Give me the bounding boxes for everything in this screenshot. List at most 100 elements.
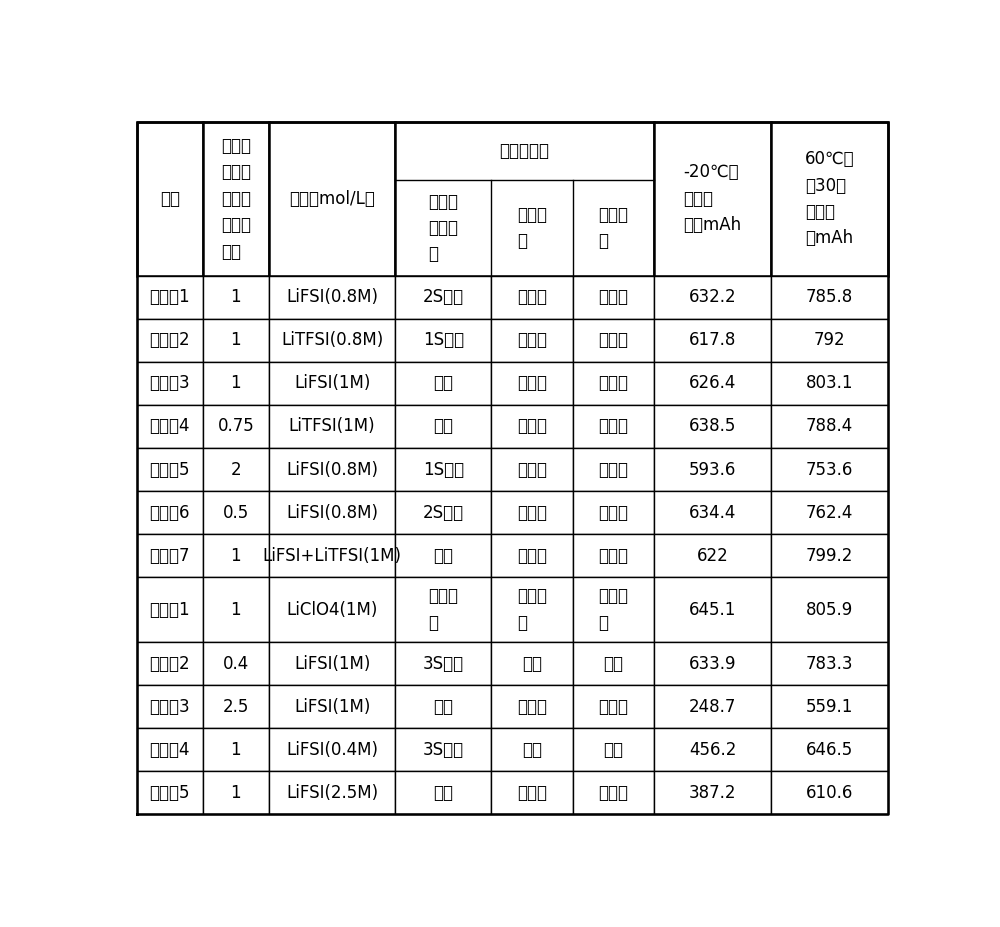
Bar bbox=[203, 491, 269, 534]
Bar bbox=[269, 448, 395, 491]
Text: 2S自熄: 2S自熄 bbox=[423, 288, 464, 306]
Bar bbox=[491, 685, 573, 729]
Text: 785.8: 785.8 bbox=[806, 288, 853, 306]
Text: 不爆炸: 不爆炸 bbox=[517, 784, 547, 802]
Text: 不爆炸: 不爆炸 bbox=[517, 375, 547, 392]
Bar bbox=[573, 275, 654, 319]
Bar bbox=[573, 362, 654, 405]
Text: 实施例6: 实施例6 bbox=[149, 503, 190, 522]
Bar bbox=[137, 275, 203, 319]
Bar bbox=[573, 685, 654, 729]
Text: 753.6: 753.6 bbox=[806, 461, 853, 478]
Text: 632.2: 632.2 bbox=[689, 288, 736, 306]
Bar bbox=[395, 362, 491, 405]
Text: 爆炸: 爆炸 bbox=[603, 741, 623, 758]
Bar bbox=[771, 319, 888, 362]
Text: 1: 1 bbox=[231, 547, 241, 565]
Bar bbox=[491, 534, 573, 578]
Text: 248.7: 248.7 bbox=[689, 698, 736, 716]
Bar bbox=[137, 448, 203, 491]
Text: -20℃低
温放电
容量mAh: -20℃低 温放电 容量mAh bbox=[683, 163, 742, 235]
Text: 1: 1 bbox=[231, 331, 241, 349]
Bar bbox=[203, 534, 269, 578]
Text: 实施例1: 实施例1 bbox=[149, 288, 190, 306]
Text: 不燃: 不燃 bbox=[433, 547, 453, 565]
Text: 对比例1: 对比例1 bbox=[149, 601, 190, 618]
Bar bbox=[573, 491, 654, 534]
Text: 645.1: 645.1 bbox=[689, 601, 736, 618]
Text: 0.75: 0.75 bbox=[217, 417, 254, 436]
Bar bbox=[771, 491, 888, 534]
Text: LiFSI(0.4M): LiFSI(0.4M) bbox=[286, 741, 378, 758]
Bar bbox=[771, 448, 888, 491]
Text: 617.8: 617.8 bbox=[689, 331, 736, 349]
Text: 实施例3: 实施例3 bbox=[149, 375, 190, 392]
Text: 实施例4: 实施例4 bbox=[149, 417, 190, 436]
Text: 0.5: 0.5 bbox=[223, 503, 249, 522]
Bar bbox=[573, 771, 654, 814]
Bar bbox=[771, 685, 888, 729]
Bar bbox=[269, 319, 395, 362]
Bar bbox=[269, 122, 395, 275]
Bar bbox=[491, 275, 573, 319]
Bar bbox=[203, 122, 269, 275]
Text: 不爆炸: 不爆炸 bbox=[598, 375, 628, 392]
Bar bbox=[137, 578, 203, 642]
Bar bbox=[137, 319, 203, 362]
Text: LiFSI+LiTFSI(1M): LiFSI+LiTFSI(1M) bbox=[263, 547, 402, 565]
Text: 633.9: 633.9 bbox=[689, 654, 736, 673]
Bar bbox=[654, 405, 771, 448]
Text: 1: 1 bbox=[231, 288, 241, 306]
Text: LiClO4(1M): LiClO4(1M) bbox=[286, 601, 378, 618]
Bar bbox=[573, 578, 654, 642]
Text: 爆炸: 爆炸 bbox=[522, 654, 542, 673]
Text: 爆炸着
火: 爆炸着 火 bbox=[517, 588, 547, 632]
Bar bbox=[137, 534, 203, 578]
Text: 对比例3: 对比例3 bbox=[149, 698, 190, 716]
Bar bbox=[137, 491, 203, 534]
Bar bbox=[771, 642, 888, 685]
Text: 不爆炸: 不爆炸 bbox=[598, 461, 628, 478]
Bar bbox=[395, 319, 491, 362]
Text: 60℃储
存30天
放电容
量mAh: 60℃储 存30天 放电容 量mAh bbox=[805, 150, 855, 248]
Bar bbox=[203, 275, 269, 319]
Text: 不爆炸: 不爆炸 bbox=[517, 417, 547, 436]
Text: 电解液
阻燃测
试: 电解液 阻燃测 试 bbox=[428, 193, 458, 263]
Bar bbox=[203, 729, 269, 771]
Bar bbox=[573, 448, 654, 491]
Text: 不爆炸: 不爆炸 bbox=[598, 288, 628, 306]
Text: 不爆炸: 不爆炸 bbox=[598, 331, 628, 349]
Text: 短路测
试: 短路测 试 bbox=[517, 206, 547, 250]
Text: 1S自熄: 1S自熄 bbox=[423, 331, 464, 349]
Text: 1: 1 bbox=[231, 741, 241, 758]
Bar bbox=[771, 729, 888, 771]
Bar bbox=[771, 275, 888, 319]
Bar bbox=[395, 405, 491, 448]
Text: 对比例2: 对比例2 bbox=[149, 654, 190, 673]
Bar bbox=[654, 319, 771, 362]
Bar bbox=[654, 275, 771, 319]
Text: 634.4: 634.4 bbox=[689, 503, 736, 522]
Bar bbox=[269, 642, 395, 685]
Bar bbox=[395, 729, 491, 771]
Bar bbox=[137, 729, 203, 771]
Text: 638.5: 638.5 bbox=[689, 417, 736, 436]
Text: 387.2: 387.2 bbox=[689, 784, 736, 802]
Bar bbox=[269, 362, 395, 405]
Text: LiFSI(2.5M): LiFSI(2.5M) bbox=[286, 784, 378, 802]
Bar bbox=[491, 319, 573, 362]
Bar bbox=[573, 534, 654, 578]
Bar bbox=[491, 405, 573, 448]
Text: 不爆炸: 不爆炸 bbox=[598, 784, 628, 802]
Text: 803.1: 803.1 bbox=[806, 375, 853, 392]
Text: 不爆炸: 不爆炸 bbox=[598, 503, 628, 522]
Text: 610.6: 610.6 bbox=[806, 784, 853, 802]
Bar bbox=[137, 362, 203, 405]
Text: 安全性测试: 安全性测试 bbox=[500, 142, 550, 160]
Bar bbox=[269, 685, 395, 729]
Bar bbox=[771, 578, 888, 642]
Bar bbox=[654, 729, 771, 771]
Bar bbox=[203, 362, 269, 405]
Text: 626.4: 626.4 bbox=[689, 375, 736, 392]
Text: 不爆炸: 不爆炸 bbox=[517, 503, 547, 522]
